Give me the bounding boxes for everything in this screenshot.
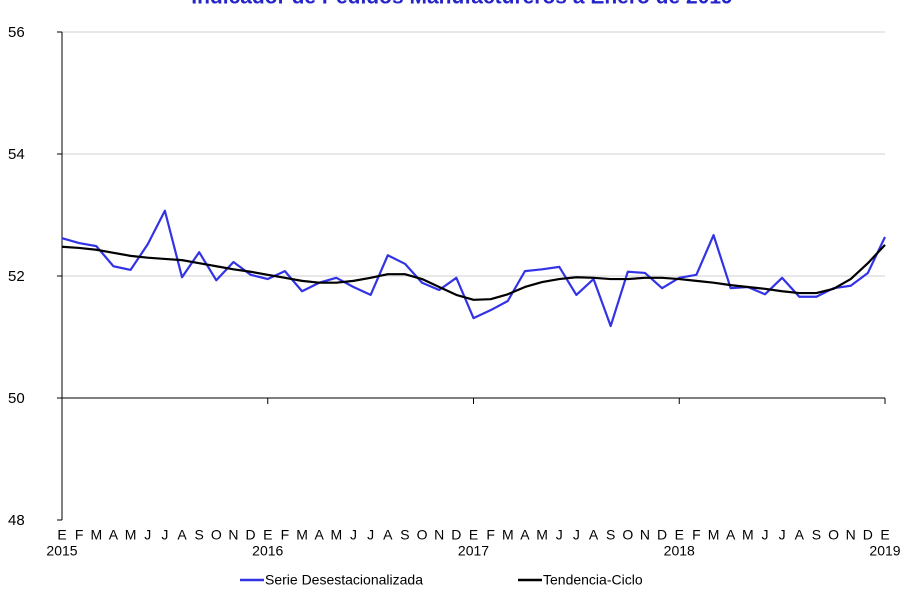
legend-label: Tendencia-Ciclo — [543, 572, 643, 588]
x-tick-label: M — [125, 527, 137, 543]
x-tick-label: N — [434, 527, 444, 543]
x-tick-label: N — [640, 527, 650, 543]
x-tick-label: D — [863, 527, 873, 543]
x-tick-label: A — [520, 527, 530, 543]
x-tick-label: F — [281, 527, 290, 543]
x-tick-label: D — [246, 527, 256, 543]
x-tick-label: J — [779, 527, 786, 543]
y-tick-label: 52 — [8, 268, 25, 285]
x-tick-label: A — [589, 527, 599, 543]
x-tick-label: S — [606, 527, 615, 543]
x-tick-label: E — [880, 527, 889, 543]
x-tick-label: N — [846, 527, 856, 543]
x-tick-label: J — [350, 527, 357, 543]
chart-title: Indicador de Pedidos Manufactureros a En… — [191, 0, 733, 9]
x-tick-label: S — [194, 527, 203, 543]
x-tick-label: M — [742, 527, 754, 543]
x-tick-label: M — [330, 527, 342, 543]
series-line — [61, 244, 886, 301]
x-tick-label: A — [177, 527, 187, 543]
x-tick-label: A — [383, 527, 393, 543]
x-tick-label: M — [502, 527, 514, 543]
y-tick-label: 48 — [8, 512, 25, 529]
x-tick-label: O — [211, 527, 222, 543]
x-tick-label: D — [657, 527, 667, 543]
x-tick-label: F — [692, 527, 701, 543]
x-tick-label: J — [761, 527, 768, 543]
x-tick-label: N — [228, 527, 238, 543]
y-tick-label: 50 — [8, 390, 25, 407]
x-tick-label: A — [109, 527, 119, 543]
x-tick-label: J — [556, 527, 563, 543]
year-label: 2015 — [46, 543, 77, 559]
year-label: 2018 — [664, 543, 695, 559]
x-tick-label: F — [75, 527, 84, 543]
x-tick-label: E — [469, 527, 478, 543]
x-tick-label: E — [263, 527, 272, 543]
x-tick-label: A — [726, 527, 736, 543]
x-tick-label: S — [812, 527, 821, 543]
x-tick-label: J — [161, 527, 168, 543]
year-label: 2016 — [252, 543, 283, 559]
x-tick-label: M — [536, 527, 548, 543]
y-tick-label: 54 — [8, 146, 25, 163]
x-tick-label: O — [622, 527, 633, 543]
legend-label: Serie Desestacionalizada — [265, 572, 423, 588]
x-tick-label: D — [451, 527, 461, 543]
x-tick-label: M — [90, 527, 102, 543]
y-tick-label: 56 — [8, 24, 25, 41]
x-tick-label: J — [367, 527, 374, 543]
x-tick-label: O — [417, 527, 428, 543]
x-tick-label: M — [296, 527, 308, 543]
year-label: 2017 — [458, 543, 489, 559]
x-tick-label: M — [708, 527, 720, 543]
x-tick-label: S — [400, 527, 409, 543]
x-tick-label: O — [828, 527, 839, 543]
x-tick-label: A — [315, 527, 325, 543]
x-tick-label: E — [675, 527, 684, 543]
x-tick-label: J — [573, 527, 580, 543]
x-tick-label: F — [486, 527, 495, 543]
x-tick-label: J — [144, 527, 151, 543]
series-line — [61, 209, 886, 328]
year-label: 2019 — [869, 543, 900, 559]
x-tick-label: A — [795, 527, 805, 543]
x-tick-label: E — [57, 527, 66, 543]
